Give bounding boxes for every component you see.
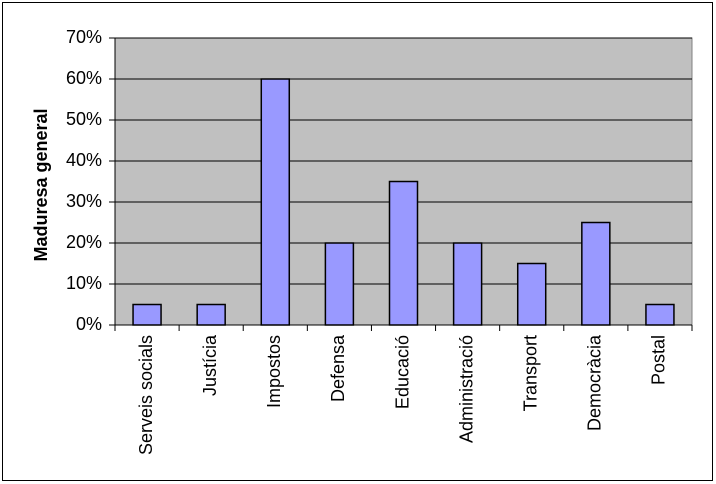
x-tick-label: Postal — [649, 335, 669, 385]
y-tick-label: 30% — [66, 191, 102, 211]
x-tick-label: Defensa — [328, 334, 348, 402]
x-tick-label: Democràcia — [585, 334, 605, 431]
y-tick-label: 70% — [66, 27, 102, 47]
bar — [581, 221, 611, 326]
y-tick-label: 50% — [66, 109, 102, 129]
y-axis-label: Maduresa general — [31, 108, 51, 261]
bar — [388, 180, 419, 326]
bar — [452, 242, 483, 326]
y-tick-label: 20% — [66, 232, 102, 252]
y-tick-label: 40% — [66, 150, 102, 170]
bar — [196, 303, 226, 326]
y-tick-label: 10% — [66, 273, 102, 293]
y-tick-label: 60% — [66, 68, 102, 88]
bar — [324, 242, 355, 326]
x-tick-label: Transport — [520, 335, 540, 411]
x-tick-label: Justícia — [200, 334, 220, 396]
bar — [516, 262, 547, 326]
bar — [132, 303, 162, 326]
x-tick-label: Impostos — [264, 335, 284, 408]
x-tick-label: Educació — [392, 335, 412, 409]
x-tick-label: Administració — [456, 335, 476, 443]
bar — [260, 78, 291, 326]
bar — [645, 303, 675, 326]
x-tick-label: Serveis socials — [136, 335, 156, 455]
y-tick-label: 0% — [76, 314, 102, 334]
